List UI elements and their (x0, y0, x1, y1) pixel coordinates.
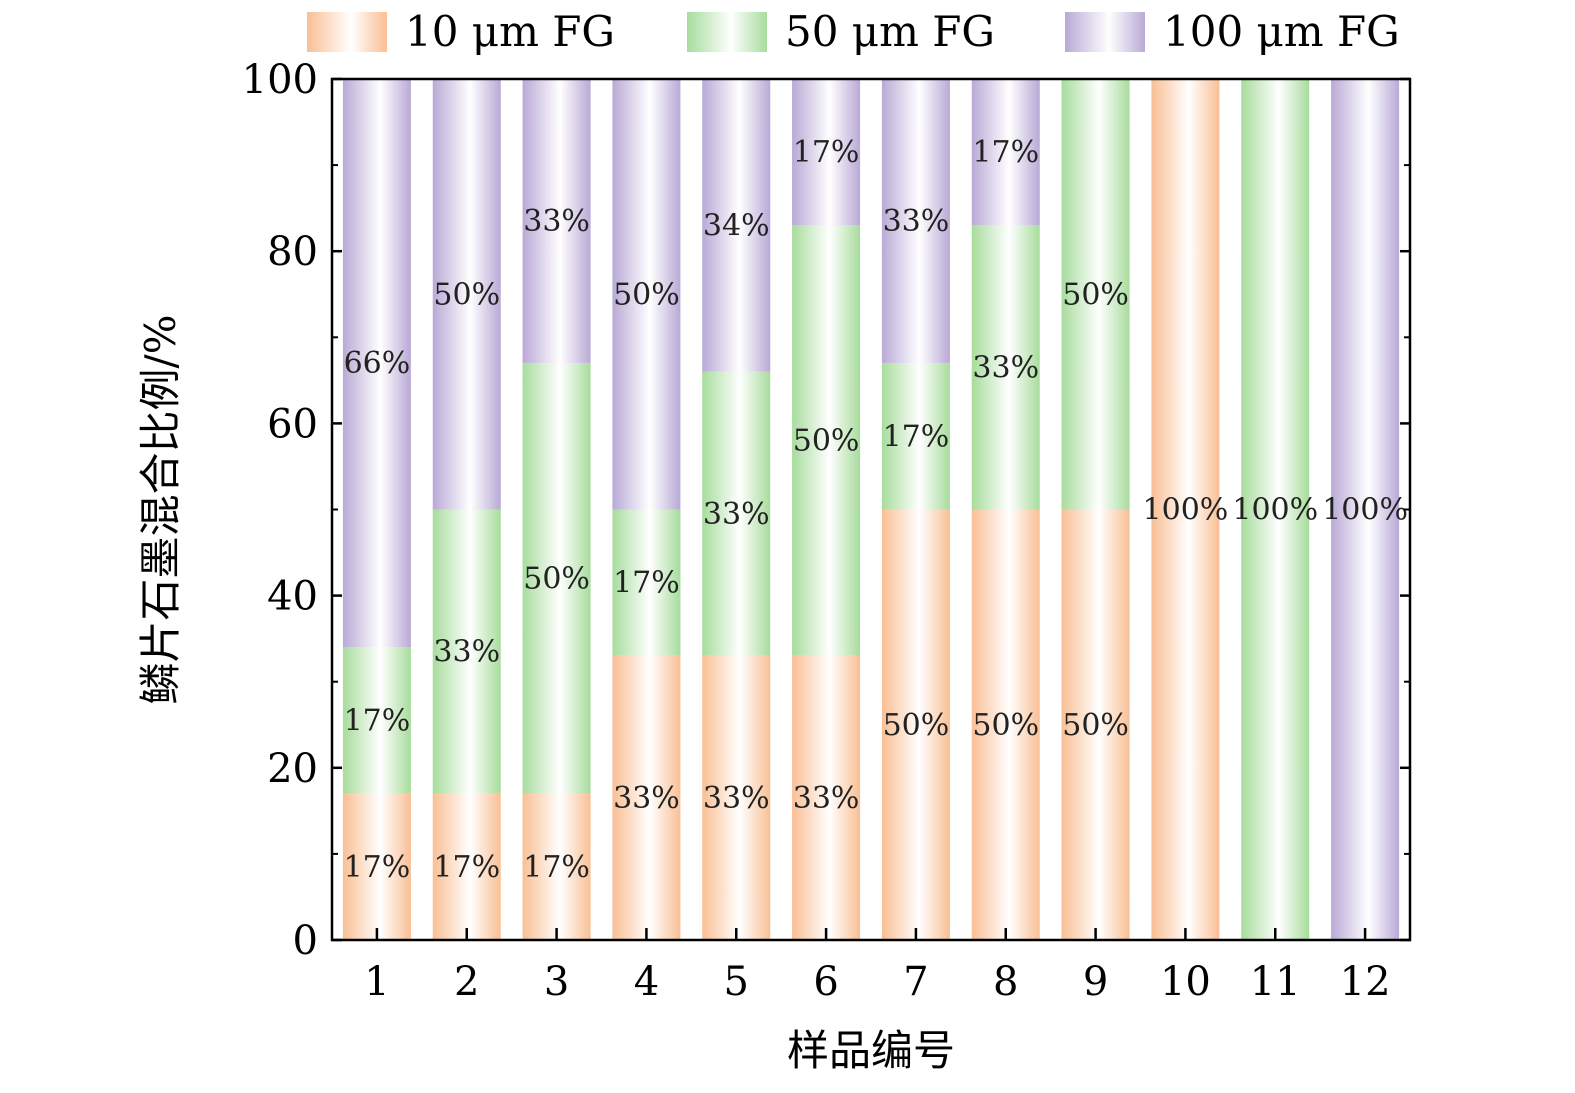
data-label-6-series-1: 33% (793, 781, 860, 816)
data-label-2-series-1: 17% (433, 850, 500, 885)
x-tick-label: 12 (1340, 959, 1391, 1005)
bar-segment-11-series-2 (1241, 79, 1310, 940)
data-label-4-series-2: 17% (613, 566, 680, 601)
data-label-9-series-1: 50% (1062, 708, 1129, 743)
data-label-6-series-2: 50% (793, 424, 860, 459)
data-label-5-series-1: 33% (703, 781, 770, 816)
bar-segment-2-series-2 (432, 509, 501, 794)
data-label-8-series-1: 50% (972, 708, 1039, 743)
legend-label-series-2: 50 μm FG (785, 7, 995, 56)
data-label-4-series-1: 33% (613, 781, 680, 816)
y-axis: 0 20 40 60 80 100 (242, 57, 1410, 964)
data-label-8-series-3: 17% (972, 135, 1039, 170)
bar-segment-1-series-2 (342, 647, 411, 794)
data-label-1-series-2: 17% (344, 703, 411, 738)
bar-segment-2-series-1 (432, 793, 501, 940)
data-label-11-series-2: 100% (1232, 493, 1318, 528)
bar-segment-5-series-3 (702, 79, 771, 372)
bar-segment-1-series-3 (342, 79, 411, 648)
data-label-1-series-1: 17% (344, 850, 411, 885)
bar-segment-8-series-3 (971, 79, 1040, 226)
bar-segment-4-series-3 (612, 79, 681, 510)
x-axis-title: 样品编号 (787, 1026, 955, 1075)
data-label-9-series-2: 50% (1062, 277, 1129, 312)
x-tick-label: 9 (1083, 959, 1108, 1005)
x-tick-label: 8 (993, 959, 1018, 1005)
data-label-4-series-3: 50% (613, 277, 680, 312)
data-label-8-series-2: 33% (972, 350, 1039, 385)
x-tick-label: 7 (903, 959, 928, 1005)
bar-segment-7-series-3 (881, 79, 950, 364)
bar-segment-9-series-1 (1061, 509, 1130, 940)
bar-segment-8-series-2 (971, 225, 1040, 510)
x-tick-label: 4 (634, 959, 659, 1005)
legend-swatch-series-3 (1065, 12, 1145, 52)
data-label-10-series-1: 100% (1143, 493, 1229, 528)
y-tick-label: 0 (293, 918, 318, 964)
bar-segment-6-series-2 (792, 225, 861, 656)
x-tick-label: 10 (1160, 959, 1211, 1005)
data-label-12-series-3: 100% (1322, 493, 1408, 528)
y-tick-label: 80 (267, 229, 318, 275)
x-tick-label: 1 (364, 959, 389, 1005)
bar-segment-12-series-3 (1331, 79, 1400, 940)
legend-swatch-series-2 (687, 12, 767, 52)
data-label-5-series-2: 33% (703, 497, 770, 532)
bar-segment-8-series-1 (971, 509, 1040, 940)
bar-segment-5-series-1 (702, 655, 771, 940)
y-tick-label: 40 (267, 574, 318, 620)
bar-segment-3-series-1 (522, 793, 591, 940)
bar-segment-9-series-2 (1061, 79, 1130, 510)
y-tick-label: 60 (267, 401, 318, 447)
bar-segment-4-series-2 (612, 509, 681, 656)
x-tick-label: 6 (813, 959, 838, 1005)
data-label-3-series-2: 50% (523, 561, 590, 596)
bar-segment-3-series-3 (522, 79, 591, 364)
data-label-7-series-2: 17% (883, 419, 950, 454)
data-label-3-series-3: 33% (523, 204, 590, 239)
bar-segment-7-series-1 (881, 509, 950, 940)
bar-segment-6-series-1 (792, 655, 861, 940)
y-axis-title: 鳞片石墨混合比例/% (136, 314, 185, 704)
x-tick-label: 2 (454, 959, 479, 1005)
bar-segment-5-series-2 (702, 371, 771, 656)
legend-label-series-3: 100 μm FG (1163, 7, 1400, 56)
data-label-7-series-3: 33% (883, 204, 950, 239)
bar-segment-4-series-1 (612, 655, 681, 940)
segment-labels-layer: 17% 17% 66% 17% 33% 50% 17% 50% 33% 33% 17% 50% 33% 3… (344, 135, 1408, 885)
data-label-2-series-3: 50% (433, 277, 500, 312)
x-tick-label: 5 (724, 959, 749, 1005)
x-axis: 1 2 3 4 5 6 7 8 9 10 11 12 (364, 928, 1391, 1005)
data-label-1-series-3: 66% (344, 346, 411, 381)
bar-segment-3-series-2 (522, 363, 591, 794)
data-label-2-series-2: 33% (433, 635, 500, 670)
legend: 10 μm FG 50 μm FG 100 μm FG (307, 7, 1400, 56)
legend-swatch-series-1 (307, 12, 387, 52)
x-tick-label: 3 (544, 959, 569, 1005)
data-label-5-series-3: 34% (703, 208, 770, 243)
data-label-7-series-1: 50% (883, 708, 950, 743)
bar-segment-10-series-1 (1151, 79, 1220, 940)
bars-layer (342, 79, 1400, 940)
bar-segment-2-series-3 (432, 79, 501, 510)
legend-label-series-1: 10 μm FG (405, 7, 615, 56)
data-label-6-series-3: 17% (793, 135, 860, 170)
x-tick-label: 11 (1250, 959, 1301, 1005)
bar-segment-6-series-3 (792, 79, 861, 226)
data-label-3-series-1: 17% (523, 850, 590, 885)
bar-segment-7-series-2 (881, 363, 950, 510)
y-tick-label: 20 (267, 746, 318, 792)
y-tick-label: 100 (242, 57, 318, 103)
bar-segment-1-series-1 (342, 793, 411, 940)
